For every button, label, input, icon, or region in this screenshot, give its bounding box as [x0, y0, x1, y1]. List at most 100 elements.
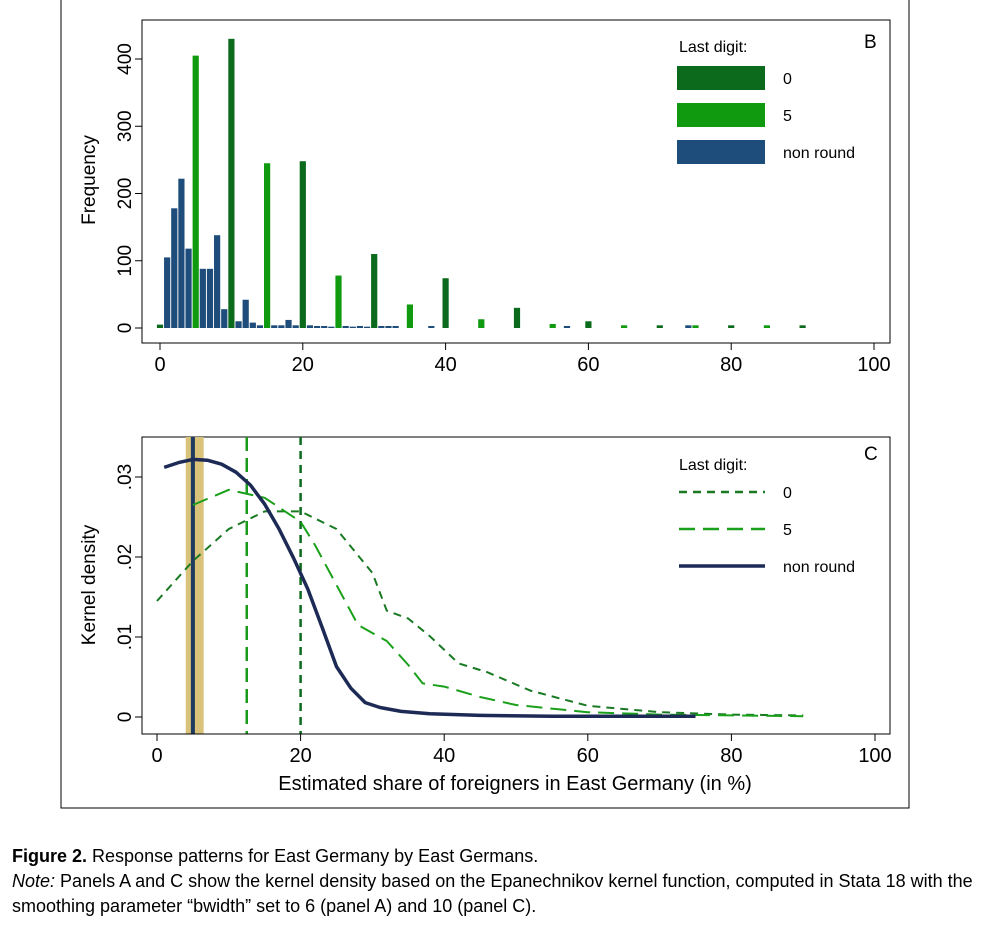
bar-non-round-1: [164, 257, 171, 328]
panel-c-x-tick-label: 100: [858, 745, 891, 767]
figure-caption: Figure 2. Response patterns for East Ger…: [12, 844, 988, 919]
panel-b-x-tick-label: 80: [720, 354, 742, 376]
bar-5-55: [549, 323, 556, 328]
legend-label-5: 5: [783, 522, 792, 539]
figure-label: Figure 2.: [12, 846, 88, 866]
bar-5-25: [335, 275, 342, 328]
panel-c-y-label: Kernel density: [79, 524, 100, 645]
figure-frame: [60, 0, 910, 809]
panel-c-mode-lines: [190, 437, 302, 734]
bar-non-round-9: [221, 309, 228, 328]
bar-non-round-6: [199, 268, 206, 328]
bar-non-round-24: [328, 326, 335, 328]
panel-c-y-tick-label: .03: [115, 464, 136, 490]
density-line-5: [192, 488, 804, 718]
bar-5-65: [621, 325, 628, 328]
bar-5-75: [692, 325, 699, 328]
bar-non-round-23: [321, 325, 328, 328]
bar-5-5: [192, 55, 199, 328]
panel-c-x-tick-label: 20: [289, 745, 311, 767]
panel-b-legend: Last digit: 0 5 non round: [677, 39, 855, 164]
bar-non-round-57: [563, 325, 571, 328]
caption-note: Note: Panels A and C show the kernel den…: [12, 869, 988, 919]
bar-5-35: [406, 304, 413, 328]
panel-b-x-tick-label: 0: [154, 354, 165, 376]
panel-c-x-tick-label: 40: [433, 745, 455, 767]
panel-b-y-label: Frequency: [79, 135, 100, 225]
bar-non-round-12: [242, 299, 249, 328]
note-label: Note:: [12, 871, 56, 891]
panel-c-y-tick-label: .02: [115, 544, 136, 570]
bar-non-round-22: [313, 325, 321, 328]
panel-b-letter: B: [864, 32, 877, 53]
panel-c-y-tick-label: 0: [115, 712, 136, 723]
bar-non-round-13: [249, 322, 256, 328]
bar-non-round-2: [171, 208, 178, 328]
bar-5-45: [478, 319, 485, 328]
density-line-non-round: [163, 457, 696, 718]
bar-non-round-17: [278, 325, 285, 328]
bar-0-30: [371, 254, 378, 328]
bar-non-round-16: [271, 325, 278, 328]
panel-c-x-label: Estimated share of foreigners in East Ge…: [278, 773, 752, 795]
bar-non-round-19: [292, 325, 299, 328]
panel-b-y-tick-label: 300: [115, 110, 136, 142]
bar-0-20: [299, 161, 306, 328]
legend-label-non-round: non round: [783, 145, 855, 162]
bar-non-round-7: [206, 268, 214, 328]
panel-b-legend-title: Last digit:: [679, 39, 747, 56]
panel-c: 0 20 40 60 80 100 0 .01 .02 .03 Kernel density E…: [79, 436, 892, 795]
bar-0-80: [728, 325, 735, 328]
panel-c-letter: C: [864, 444, 878, 465]
panel-b-y-tick-label: 200: [115, 178, 136, 210]
bar-non-round-14: [256, 325, 264, 328]
bar-0-50: [513, 307, 521, 328]
legend-label-0: 0: [783, 485, 792, 502]
bar-5-85: [763, 325, 770, 328]
density-line-0: [156, 510, 804, 717]
legend-swatch-5: [677, 103, 765, 127]
panel-c-x-axis: 0 20 40 60 80 100: [151, 733, 892, 767]
panel-c-x-tick-label: 0: [151, 745, 162, 767]
panel-b-y-axis: 0 100 200 300 400: [115, 43, 143, 334]
bar-non-round-38: [428, 325, 435, 328]
bar-non-round-18: [285, 319, 292, 328]
bar-0-40: [442, 278, 449, 328]
bar-0-70: [656, 325, 663, 328]
bar-non-round-31: [378, 325, 385, 328]
bar-non-round-33: [392, 325, 399, 328]
panel-b-x-axis: 0 20 40 60 80 100: [154, 342, 891, 376]
panel-b-x-tick-label: 60: [577, 354, 599, 376]
panel-c-x-tick-label: 80: [720, 745, 742, 767]
panel-b-x-tick-label: 40: [434, 354, 456, 376]
panel-b-bars: [156, 38, 806, 328]
panel-c-x-tick-label: 60: [577, 745, 599, 767]
panel-c-legend: Last digit: 0 5 non round: [679, 457, 855, 576]
bar-0-60: [585, 321, 592, 328]
bar-0-10: [228, 38, 235, 328]
bar-non-round-11: [235, 321, 242, 328]
panel-b-y-tick-label: 400: [115, 43, 136, 75]
bar-non-round-26: [342, 325, 349, 328]
panel-b: 0 20 40 60 80 100 0 100 200 300 400 Frequency B L…: [79, 19, 891, 376]
bar-non-round-3: [178, 178, 185, 328]
panel-b-x-tick-label: 100: [857, 354, 890, 376]
bar-non-round-32: [385, 325, 392, 328]
panel-b-y-tick-label: 0: [115, 323, 136, 334]
legend-swatch-0: [677, 66, 765, 90]
bar-non-round-27: [349, 326, 356, 328]
panel-c-density-lines: [156, 457, 804, 718]
bar-non-round-21: [306, 325, 314, 328]
figure-title: Response patterns for East Germany by Ea…: [92, 846, 539, 866]
caption-title-line: Figure 2. Response patterns for East Ger…: [12, 844, 988, 869]
legend-label-non-round: non round: [783, 559, 855, 576]
bar-5-15: [264, 163, 271, 328]
note-text: Panels A and C show the kernel density b…: [12, 871, 973, 916]
bar-non-round-74: [685, 325, 692, 328]
bar-non-round-28: [356, 325, 364, 328]
panel-c-y-axis: 0 .01 .02 .03: [115, 464, 143, 723]
bar-0-0: [156, 324, 164, 328]
legend-swatch-non-round: [677, 140, 765, 164]
bar-0-90: [799, 325, 806, 328]
